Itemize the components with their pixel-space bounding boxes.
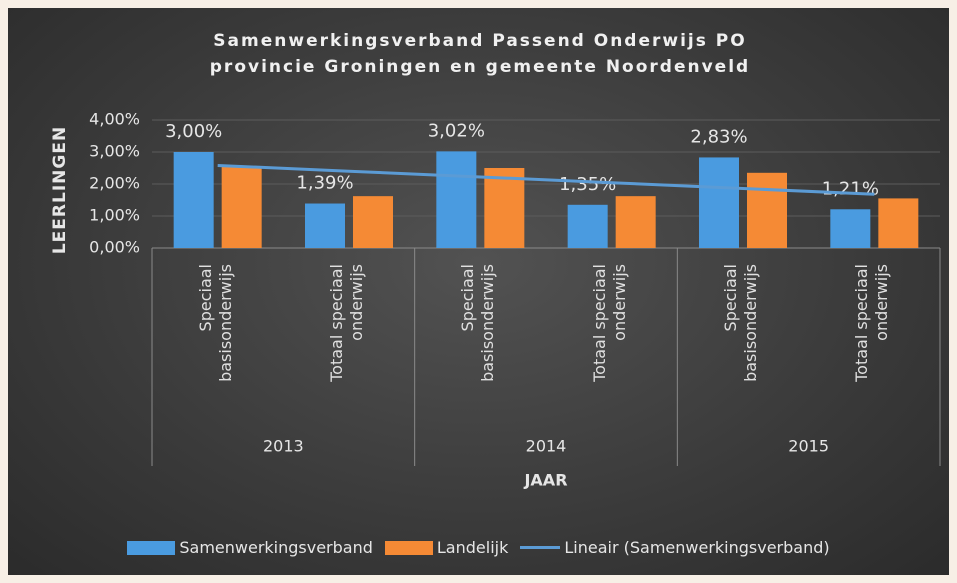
y-axis-title: LEERLINGEN <box>50 126 70 254</box>
group-label: 2015 <box>788 437 829 456</box>
x-axis-title: JAAR <box>523 471 567 490</box>
data-label: 1,39% <box>296 173 353 194</box>
bar <box>747 172 787 248</box>
legend-swatch <box>127 540 176 555</box>
legend-label: Landelijk <box>436 538 509 557</box>
bar <box>353 196 393 248</box>
bar <box>615 196 656 248</box>
trend-line <box>217 163 875 196</box>
chart-area <box>8 8 949 575</box>
legend-label: Samenwerkingsverband <box>179 538 373 557</box>
group-label: 2014 <box>526 437 567 456</box>
bar <box>699 157 739 248</box>
data-label: 2,83% <box>690 126 747 147</box>
legend-label: Lineair (Samenwerkingsverband) <box>564 538 830 557</box>
y-tick-label: 0,00% <box>89 238 140 257</box>
bar <box>484 168 525 248</box>
data-label: 1,35% <box>559 174 616 195</box>
bar <box>173 152 214 248</box>
x-tick-label: Totaal speciaal onderwijs <box>327 264 366 382</box>
y-tick-label: 1,00% <box>89 206 140 225</box>
x-tick-label: Speciaal basisonderwijs <box>195 264 235 382</box>
legend-swatch <box>384 540 433 555</box>
x-tick-label: Totaal speciaal onderwijs <box>589 264 629 382</box>
x-tick-label: Speciaal basisonderwijs <box>458 264 498 382</box>
data-label: 1,21% <box>822 178 879 199</box>
chart-title: Samenwerkingsverband Passend Onderwijs P… <box>209 31 751 77</box>
bar <box>436 151 477 248</box>
legend-swatch <box>520 546 561 549</box>
bar <box>830 209 871 248</box>
bar <box>221 166 262 248</box>
bar <box>878 198 919 248</box>
bar <box>305 203 345 248</box>
y-tick-label: 2,00% <box>89 174 140 193</box>
y-tick-label: 3,00% <box>89 142 140 161</box>
x-tick-label: Totaal speciaal onderwijs <box>852 264 892 382</box>
legend-item: Landelijk <box>384 538 509 557</box>
x-tick-label: Speciaal basisonderwijs <box>721 264 760 382</box>
legend-item: Samenwerkingsverband <box>127 538 373 557</box>
data-label: 3,02% <box>428 120 485 141</box>
legend-item: Lineair (Samenwerkingsverband) <box>520 538 830 557</box>
data-label: 3,00% <box>165 121 222 142</box>
bar <box>567 204 608 248</box>
y-tick-label: 4,00% <box>89 110 140 129</box>
legend: Samenwerkingsverband Landelijk Lineair (Sa… <box>0 538 957 557</box>
group-label: 2013 <box>263 437 304 456</box>
